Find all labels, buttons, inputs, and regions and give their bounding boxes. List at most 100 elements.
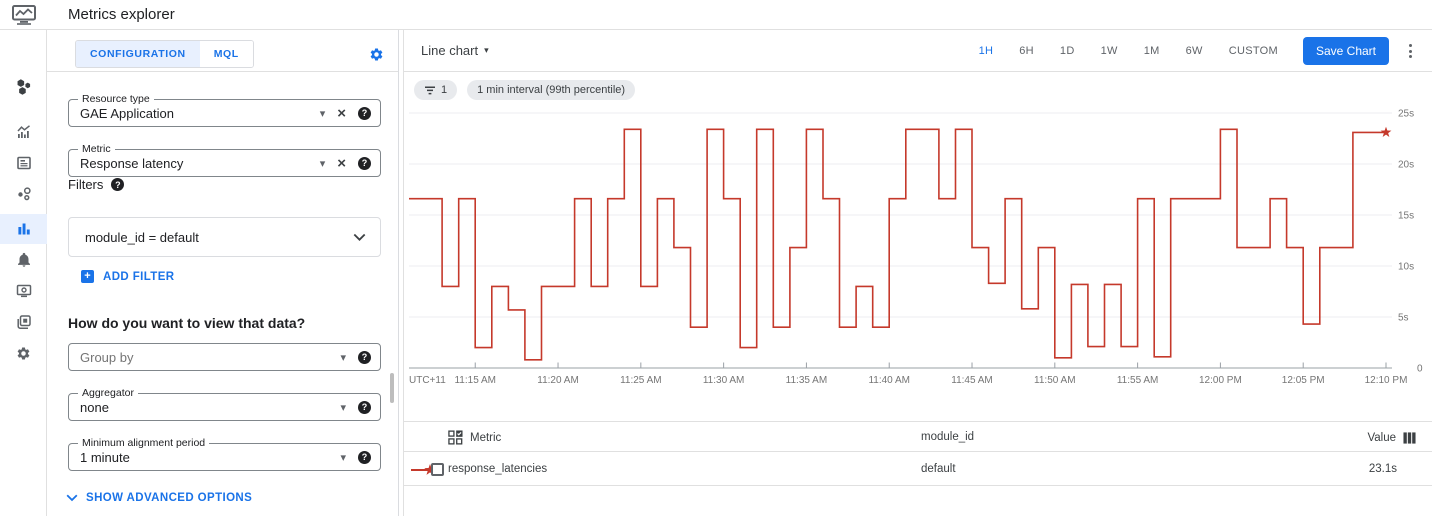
view-data-question: How do you want to view that data? [68, 315, 306, 331]
chart-type-dropdown[interactable]: Line chart [421, 43, 489, 58]
min-alignment-field[interactable]: Minimum alignment period 1 minute [68, 437, 381, 471]
metric-column-label: Metric [470, 431, 502, 444]
save-chart-button[interactable]: Save Chart [1302, 37, 1389, 65]
x-tick-label: 11:30 AM [703, 375, 745, 386]
help-icon[interactable] [358, 106, 371, 120]
time-range-6h[interactable]: 6H [1019, 45, 1034, 57]
chart-chips: 1 1 min interval (99th percentile) [414, 80, 636, 100]
legend-table-header: Metric module_id Value [404, 421, 1432, 452]
filter-expression: module_id = default [85, 229, 199, 245]
chevron-down-icon[interactable] [353, 233, 380, 242]
app-header: Metrics explorer [0, 0, 1432, 30]
series-line-star-marker [411, 464, 436, 476]
nav-services-icon[interactable] [0, 179, 47, 209]
filter-list-icon [425, 85, 435, 94]
time-range-group: 1H 6H 1D 1W 1M 6W CUSTOM [966, 45, 1291, 57]
row-checkbox[interactable] [431, 463, 444, 476]
dropdown-arrow-icon[interactable] [340, 352, 346, 363]
metric-cell: response_latencies [448, 463, 548, 475]
dropdown-arrow-icon[interactable] [320, 108, 326, 119]
metric-column-header[interactable]: Metric [448, 422, 501, 453]
end-star-icon [1380, 126, 1392, 138]
y-tick-label: 10s [1398, 262, 1414, 273]
latency-step-line [409, 128, 1386, 361]
aggregator-field[interactable]: Aggregator none [68, 387, 381, 421]
interval-chip[interactable]: 1 min interval (99th percentile) [467, 80, 636, 100]
metric-label: Metric [78, 143, 115, 155]
y-tick-label: 15s [1398, 211, 1414, 222]
time-range-1h[interactable]: 1H [978, 45, 994, 57]
dropdown-arrow-icon[interactable] [340, 402, 346, 413]
nav-alerting-bell-icon[interactable] [0, 245, 47, 275]
module-id-cell: default [921, 463, 956, 475]
chart-toolbar: Line chart 1H 6H 1D 1W 1M 6W CUSTOM Save Chart [404, 30, 1432, 72]
help-icon[interactable] [111, 178, 125, 191]
page-title: Metrics explorer [68, 6, 175, 23]
filter-row[interactable]: module_id = default [68, 217, 381, 257]
tab-configuration[interactable]: CONFIGURATION [76, 41, 200, 67]
chart-plot[interactable]: 11:15 AM 11:20 AM 11:25 AM 11:30 AM 11:35 AM… [404, 100, 1432, 400]
nav-metrics-icon[interactable] [0, 117, 47, 147]
show-advanced-options-button[interactable]: SHOW ADVANCED OPTIONS [66, 492, 252, 504]
group-by-placeholder: Group by [80, 349, 134, 365]
more-vert-icon[interactable] [1403, 40, 1418, 62]
tab-mql[interactable]: MQL [199, 41, 253, 67]
clear-icon[interactable] [337, 106, 346, 121]
min-alignment-label: Minimum alignment period [78, 437, 210, 449]
x-tick-label: 12:00 PM [1199, 375, 1242, 386]
help-icon[interactable] [358, 400, 371, 414]
toolbar-right: 1H 6H 1D 1W 1M 6W CUSTOM Save Chart [966, 30, 1418, 72]
nav-metrics-explorer-icon[interactable] [0, 214, 47, 244]
nav-uptime-checks-icon[interactable] [0, 276, 47, 306]
help-icon[interactable] [358, 156, 371, 170]
x-tick-label: 11:15 AM [454, 375, 496, 386]
time-range-1w[interactable]: 1W [1100, 45, 1118, 57]
nav-monitoring-overview-icon[interactable] [0, 71, 47, 101]
scrollbar-thumb[interactable] [390, 373, 394, 403]
monitoring-logo-icon [12, 5, 36, 25]
panel-settings-gear-icon[interactable] [369, 47, 384, 62]
add-filter-label: ADD FILTER [103, 270, 175, 283]
filter-count-chip[interactable]: 1 [414, 80, 458, 100]
left-nav-rail [0, 30, 47, 516]
x-tick-label: 12:10 PM [1365, 375, 1408, 386]
nav-groups-icon[interactable] [0, 307, 47, 337]
show-advanced-options-label: SHOW ADVANCED OPTIONS [86, 492, 253, 504]
help-icon[interactable] [358, 350, 371, 364]
value-column-header[interactable]: Value [1367, 422, 1416, 453]
x-tick-label: 11:20 AM [537, 375, 579, 386]
view-columns-icon[interactable] [1403, 431, 1416, 444]
dropdown-arrow-icon [484, 46, 489, 56]
config-tabs: CONFIGURATION MQL [75, 40, 254, 68]
time-range-6w[interactable]: 6W [1185, 45, 1203, 57]
clear-icon[interactable] [337, 156, 346, 171]
metric-field[interactable]: Metric Response latency [68, 143, 381, 177]
help-icon[interactable] [358, 450, 371, 464]
interval-chip-label: 1 min interval (99th percentile) [477, 84, 626, 96]
time-range-1d[interactable]: 1D [1059, 45, 1075, 57]
group-by-field[interactable]: Group by [68, 343, 381, 371]
metric-value: Response latency [80, 155, 184, 171]
resource-type-label: Resource type [78, 93, 154, 105]
select-all-icon[interactable] [448, 430, 463, 445]
filters-label-text: Filters [68, 177, 104, 192]
legend-table-row[interactable]: response_latencies default 23.1s [404, 453, 1432, 486]
add-box-icon [81, 270, 94, 283]
x-tick-label: 12:05 PM [1282, 375, 1325, 386]
y-tick-label: 20s [1398, 160, 1414, 171]
value-column-label: Value [1367, 431, 1396, 444]
time-range-1m[interactable]: 1M [1143, 45, 1160, 57]
value-cell: 23.1s [1368, 463, 1397, 475]
nav-dashboards-icon[interactable] [0, 148, 47, 178]
star-icon [424, 464, 436, 475]
dropdown-arrow-icon[interactable] [340, 452, 346, 463]
filters-heading: Filters [68, 177, 125, 192]
dropdown-arrow-icon[interactable] [320, 158, 326, 169]
add-filter-button[interactable]: ADD FILTER [81, 270, 175, 283]
x-tick-label: 11:55 AM [1117, 375, 1159, 386]
nav-settings-gear-icon[interactable] [0, 338, 47, 368]
module-id-column-header[interactable]: module_id [921, 431, 975, 443]
chart-panel: Line chart 1H 6H 1D 1W 1M 6W CUSTOM Save Chart… [403, 30, 1432, 516]
time-range-custom[interactable]: CUSTOM [1228, 45, 1278, 57]
resource-type-field[interactable]: Resource type GAE Application [68, 93, 381, 127]
